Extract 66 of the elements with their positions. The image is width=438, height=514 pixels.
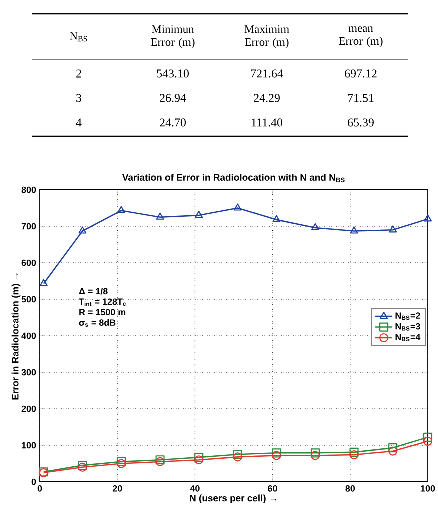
point [195, 211, 204, 218]
text: 26.94 [160, 94, 186, 102]
y-tick-label: 800 [22, 186, 36, 194]
text: 4 [76, 118, 82, 127]
chart-title: Variation of Error in Radiolocation with N and N$_{BS}$ [122, 174, 345, 182]
y-tick-label: 0 [32, 478, 36, 486]
point [388, 446, 398, 456]
text: 24.70 [160, 118, 186, 127]
text: 65.39 [348, 118, 374, 127]
point [78, 226, 87, 234]
text: 71.51 [348, 94, 374, 102]
text: 697.12 [345, 70, 377, 78]
category-label: mean Error (m) [339, 26, 383, 48]
point [350, 450, 359, 460]
point [350, 448, 359, 457]
text: 24.29 [254, 94, 280, 102]
x-tick-label: 100 [421, 486, 436, 492]
text: 3 [76, 94, 82, 102]
point [311, 223, 320, 231]
legend-label: N$_{BS}$=3 [396, 323, 420, 331]
point [233, 452, 242, 462]
annotation: σ$_{s}$ = 8dB [79, 319, 116, 327]
annotation: T$_{int}$ = 128T$_{c}$ [79, 298, 126, 306]
y-tick-label: 300 [22, 369, 36, 376]
point [233, 450, 242, 460]
x-tick-label: 80 [346, 486, 356, 492]
point [423, 436, 433, 446]
point [272, 451, 282, 460]
point [423, 432, 433, 442]
text: 543.10 [157, 70, 189, 78]
text: 721.64 [251, 70, 284, 78]
point [350, 226, 358, 234]
y-axis-title: Error in Radiolocation (m) → [12, 274, 21, 400]
annotation: Δ = 1/8 [79, 288, 108, 295]
x-tick-label: 60 [268, 486, 278, 492]
point [194, 453, 204, 462]
y-tick-label: 400 [22, 332, 36, 340]
point [40, 279, 48, 286]
legend-label: N$_{BS}$=4 [396, 334, 421, 342]
point [234, 204, 242, 211]
point [194, 456, 204, 465]
point [117, 206, 126, 214]
point [156, 212, 164, 220]
legend-label: N$_{BS}$=2 [396, 312, 420, 320]
x-tick-label: 20 [112, 486, 122, 492]
category-label: Minimun Error (m) [151, 26, 195, 48]
x-axis-title: N (users per cell) → [190, 494, 277, 504]
category-label: N$_{BS}$ [70, 32, 88, 42]
y-tick-label: 100 [22, 442, 36, 449]
point [272, 215, 281, 222]
point [272, 448, 282, 458]
category-label: Maximim Error (m) [244, 26, 290, 48]
y-tick-label: 700 [22, 223, 36, 230]
y-tick-label: 600 [22, 260, 36, 266]
annotation: R = 1500 m [80, 309, 126, 316]
point [389, 226, 398, 233]
point [310, 448, 320, 458]
x-tick-label: 0 [38, 486, 42, 492]
x-tick-label: 40 [190, 486, 200, 492]
point [424, 214, 432, 222]
text: 2 [76, 70, 82, 78]
text: 111.40 [252, 118, 283, 127]
point [310, 451, 320, 460]
y-tick-label: 500 [22, 296, 36, 303]
y-tick-label: 200 [22, 406, 36, 412]
point [388, 444, 398, 453]
